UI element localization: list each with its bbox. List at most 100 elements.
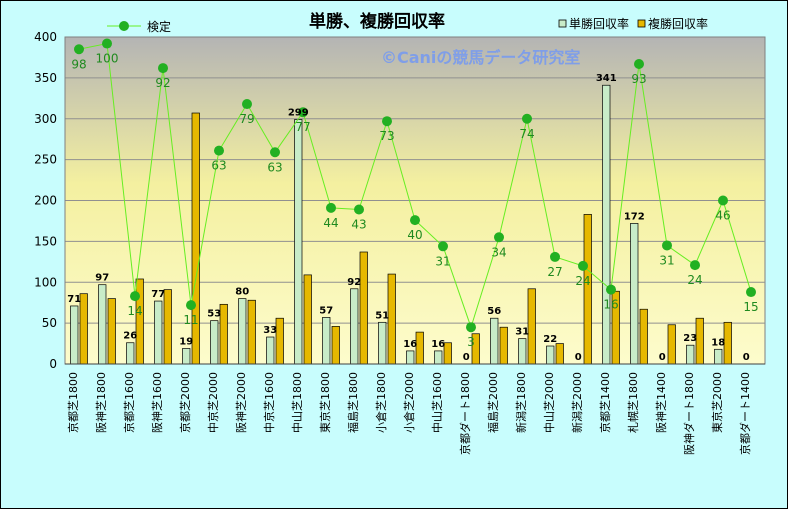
point-kentei — [438, 241, 448, 252]
point-kentei — [354, 204, 364, 215]
data-label-kentei: 3 — [467, 335, 475, 349]
y-tick-label: 100 — [34, 275, 57, 289]
bar-tansho — [126, 342, 135, 365]
data-label-kentei: 16 — [603, 298, 618, 312]
point-kentei — [718, 195, 728, 206]
data-label-tansho: 51 — [375, 310, 389, 321]
data-label-kentei: 31 — [435, 254, 450, 268]
data-label-tansho: 16 — [403, 339, 417, 350]
bar-fukusho — [359, 251, 368, 365]
bar-tansho — [490, 317, 499, 365]
x-tick-label: 中山芝1600 — [431, 372, 444, 433]
data-label-kentei: 73 — [379, 129, 394, 143]
bar-tansho — [266, 336, 275, 365]
bar-fukusho — [555, 343, 564, 365]
data-label-tansho: 31 — [515, 327, 529, 338]
chart-title: 単勝、複勝回収率 — [309, 11, 445, 32]
point-kentei — [690, 260, 700, 271]
x-tick-label: 札幌芝1800 — [626, 372, 640, 433]
bar-fukusho — [107, 298, 116, 365]
y-tick-label: 0 — [49, 357, 57, 371]
point-kentei — [326, 202, 336, 213]
data-label-tansho: 172 — [624, 211, 645, 222]
data-label-tansho: 97 — [95, 273, 109, 284]
data-label-kentei: 34 — [491, 245, 506, 259]
legend-marker-kentei — [119, 21, 129, 31]
point-kentei — [270, 147, 280, 158]
x-tick-label: 京都芝1600 — [122, 372, 136, 433]
bar-tansho — [434, 350, 443, 365]
y-tick-label: 200 — [34, 194, 57, 208]
data-label-kentei: 77 — [295, 120, 310, 134]
data-label-kentei: 98 — [71, 57, 86, 71]
point-kentei — [494, 232, 504, 243]
x-tick-label: 中京芝2000 — [206, 372, 220, 433]
x-tick-label: 小倉芝1800 — [374, 372, 388, 433]
point-kentei — [522, 113, 532, 124]
x-tick-label: 中京芝1600 — [262, 372, 276, 433]
bar-fukusho — [331, 326, 340, 365]
bar-tansho — [98, 284, 107, 365]
data-label-tansho: 341 — [596, 73, 617, 84]
data-label-tansho: 53 — [207, 309, 221, 320]
x-tick-label: 阪神芝1800 — [94, 372, 108, 433]
data-label-tansho: 299 — [288, 108, 309, 119]
data-label-tansho: 80 — [235, 287, 249, 298]
data-label-kentei: 92 — [155, 76, 170, 90]
point-kentei — [466, 322, 476, 333]
data-label-tansho: 77 — [151, 289, 165, 300]
data-label-kentei: 93 — [631, 72, 646, 86]
bar-fukusho — [303, 274, 312, 365]
bar-tansho — [602, 84, 611, 365]
y-tick-label: 150 — [34, 234, 57, 248]
x-tick-label: 京都芝1800 — [66, 372, 80, 433]
data-label-kentei: 74 — [519, 127, 534, 141]
point-kentei — [382, 116, 392, 127]
legend-swatch-tansho — [558, 19, 567, 28]
bar-tansho — [350, 288, 359, 365]
point-kentei — [662, 240, 672, 251]
data-label-tansho: 0 — [743, 352, 750, 363]
x-tick-label: 阪神芝1600 — [150, 372, 164, 433]
bar-fukusho — [639, 308, 648, 365]
y-tick-label: 250 — [34, 153, 57, 167]
bar-fukusho — [667, 324, 676, 365]
point-kentei — [214, 145, 224, 156]
bar-tansho — [378, 321, 387, 365]
bar-tansho — [406, 350, 415, 365]
data-label-kentei: 79 — [239, 112, 254, 126]
legend-swatch-fukusho — [637, 19, 646, 28]
bar-tansho — [210, 320, 219, 365]
data-label-kentei: 43 — [351, 217, 366, 231]
bar-fukusho — [583, 214, 592, 365]
data-label-kentei: 63 — [211, 159, 226, 173]
data-label-tansho: 18 — [711, 337, 725, 348]
data-label-tansho: 26 — [123, 331, 137, 342]
x-tick-label: 小倉芝2000 — [402, 372, 416, 433]
data-label-kentei: 27 — [547, 265, 562, 279]
point-kentei — [242, 99, 252, 110]
data-label-tansho: 0 — [463, 352, 470, 363]
data-label-kentei: 11 — [183, 313, 198, 327]
data-label-tansho: 19 — [179, 336, 193, 347]
point-kentei — [550, 251, 560, 262]
point-kentei — [746, 287, 756, 298]
point-kentei — [298, 107, 308, 118]
point-kentei — [130, 291, 140, 302]
bar-tansho — [686, 344, 695, 365]
y-tick-label: 300 — [34, 112, 57, 126]
data-label-kentei: 44 — [323, 216, 338, 230]
data-label-tansho: 33 — [263, 325, 277, 336]
x-tick-label: 阪神ダート1800 — [682, 372, 696, 455]
bar-fukusho — [499, 326, 508, 365]
point-kentei — [410, 215, 420, 226]
bar-fukusho — [247, 299, 256, 365]
x-tick-label: 阪神芝2000 — [234, 372, 248, 433]
y-tick-label: 50 — [42, 316, 57, 330]
data-label-tansho: 57 — [319, 305, 333, 316]
x-tick-label: 福島芝2000 — [486, 372, 500, 433]
x-tick-label: 京都ダート1400 — [738, 372, 752, 455]
